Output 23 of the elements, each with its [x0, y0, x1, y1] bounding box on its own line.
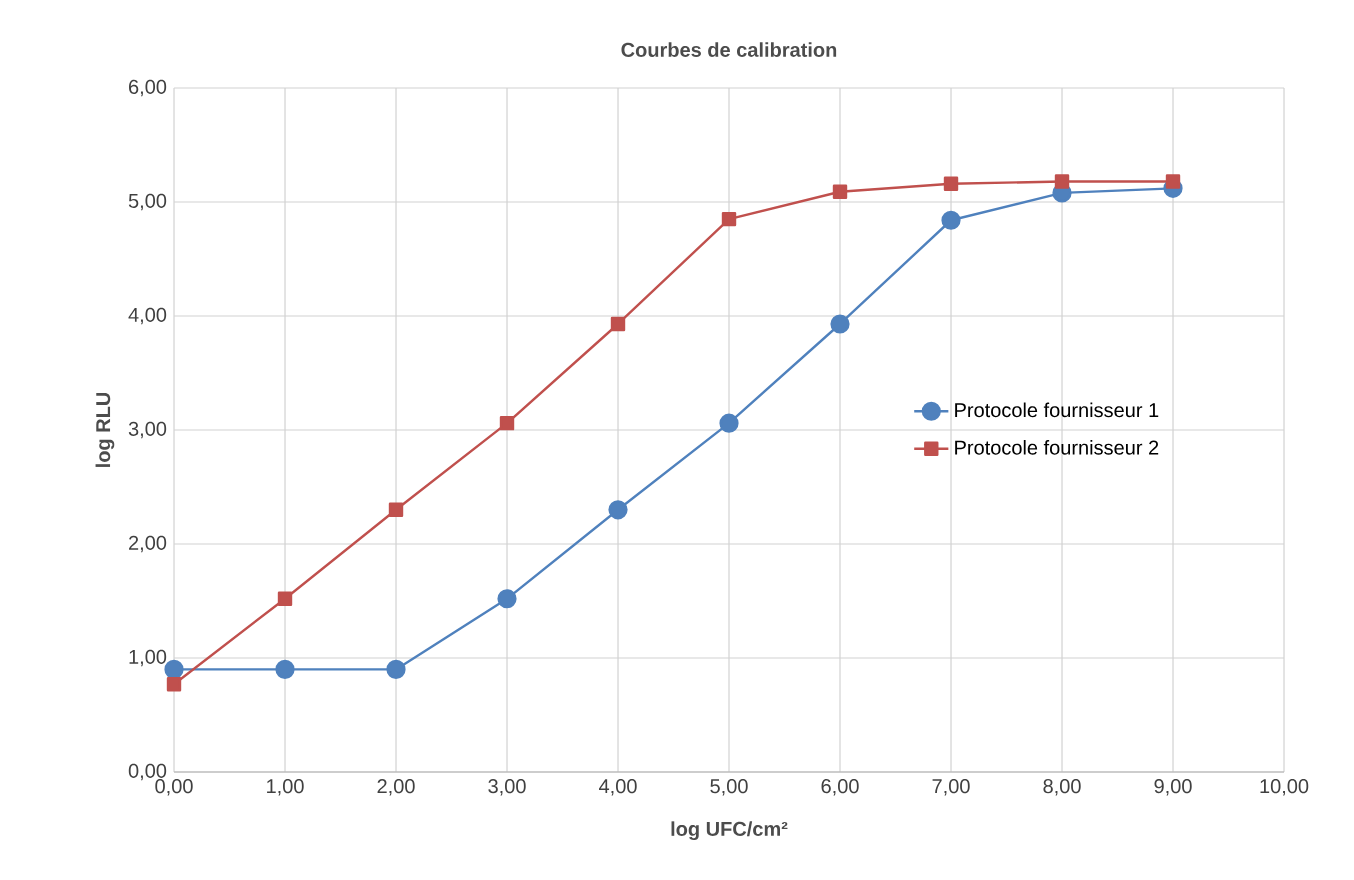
chart-title: Courbes de calibration	[621, 42, 837, 57]
x-tick-label: 4,00	[599, 779, 637, 796]
x-tick-label: 5,00	[710, 779, 748, 796]
x-tick-label: 1,00	[267, 779, 304, 796]
x-tick-label: 0,00	[155, 779, 193, 796]
x-tick-label: 9,00	[1154, 779, 1192, 796]
y-tick-label: 5,00	[128, 193, 167, 211]
legend-label: Protocole fournisseur 1	[955, 402, 1159, 418]
x-tick-label: 6,00	[821, 779, 859, 796]
y-tick-label: 6,00	[129, 79, 167, 97]
x-tick-label: 3,00	[488, 779, 526, 796]
y-tick-label: 3,00	[128, 421, 167, 439]
y-axis-title: log RLU	[95, 392, 115, 467]
legend-label: Protocole fournisseur 2	[955, 440, 1159, 455]
x-axis-title: log UFC/cm²	[671, 821, 788, 841]
x-tick-label: 7,00	[932, 779, 970, 796]
y-tick-label: 1,00	[129, 649, 167, 667]
y-tick-label: 0,00	[128, 763, 167, 781]
y-tick-label: 2,00	[129, 535, 167, 553]
x-tick-label: 2,00	[377, 779, 415, 796]
x-tick-label: 10,00	[1260, 779, 1309, 796]
y-tick-label: 4,00	[128, 307, 167, 325]
x-tick-label: 8,00	[1043, 779, 1081, 796]
